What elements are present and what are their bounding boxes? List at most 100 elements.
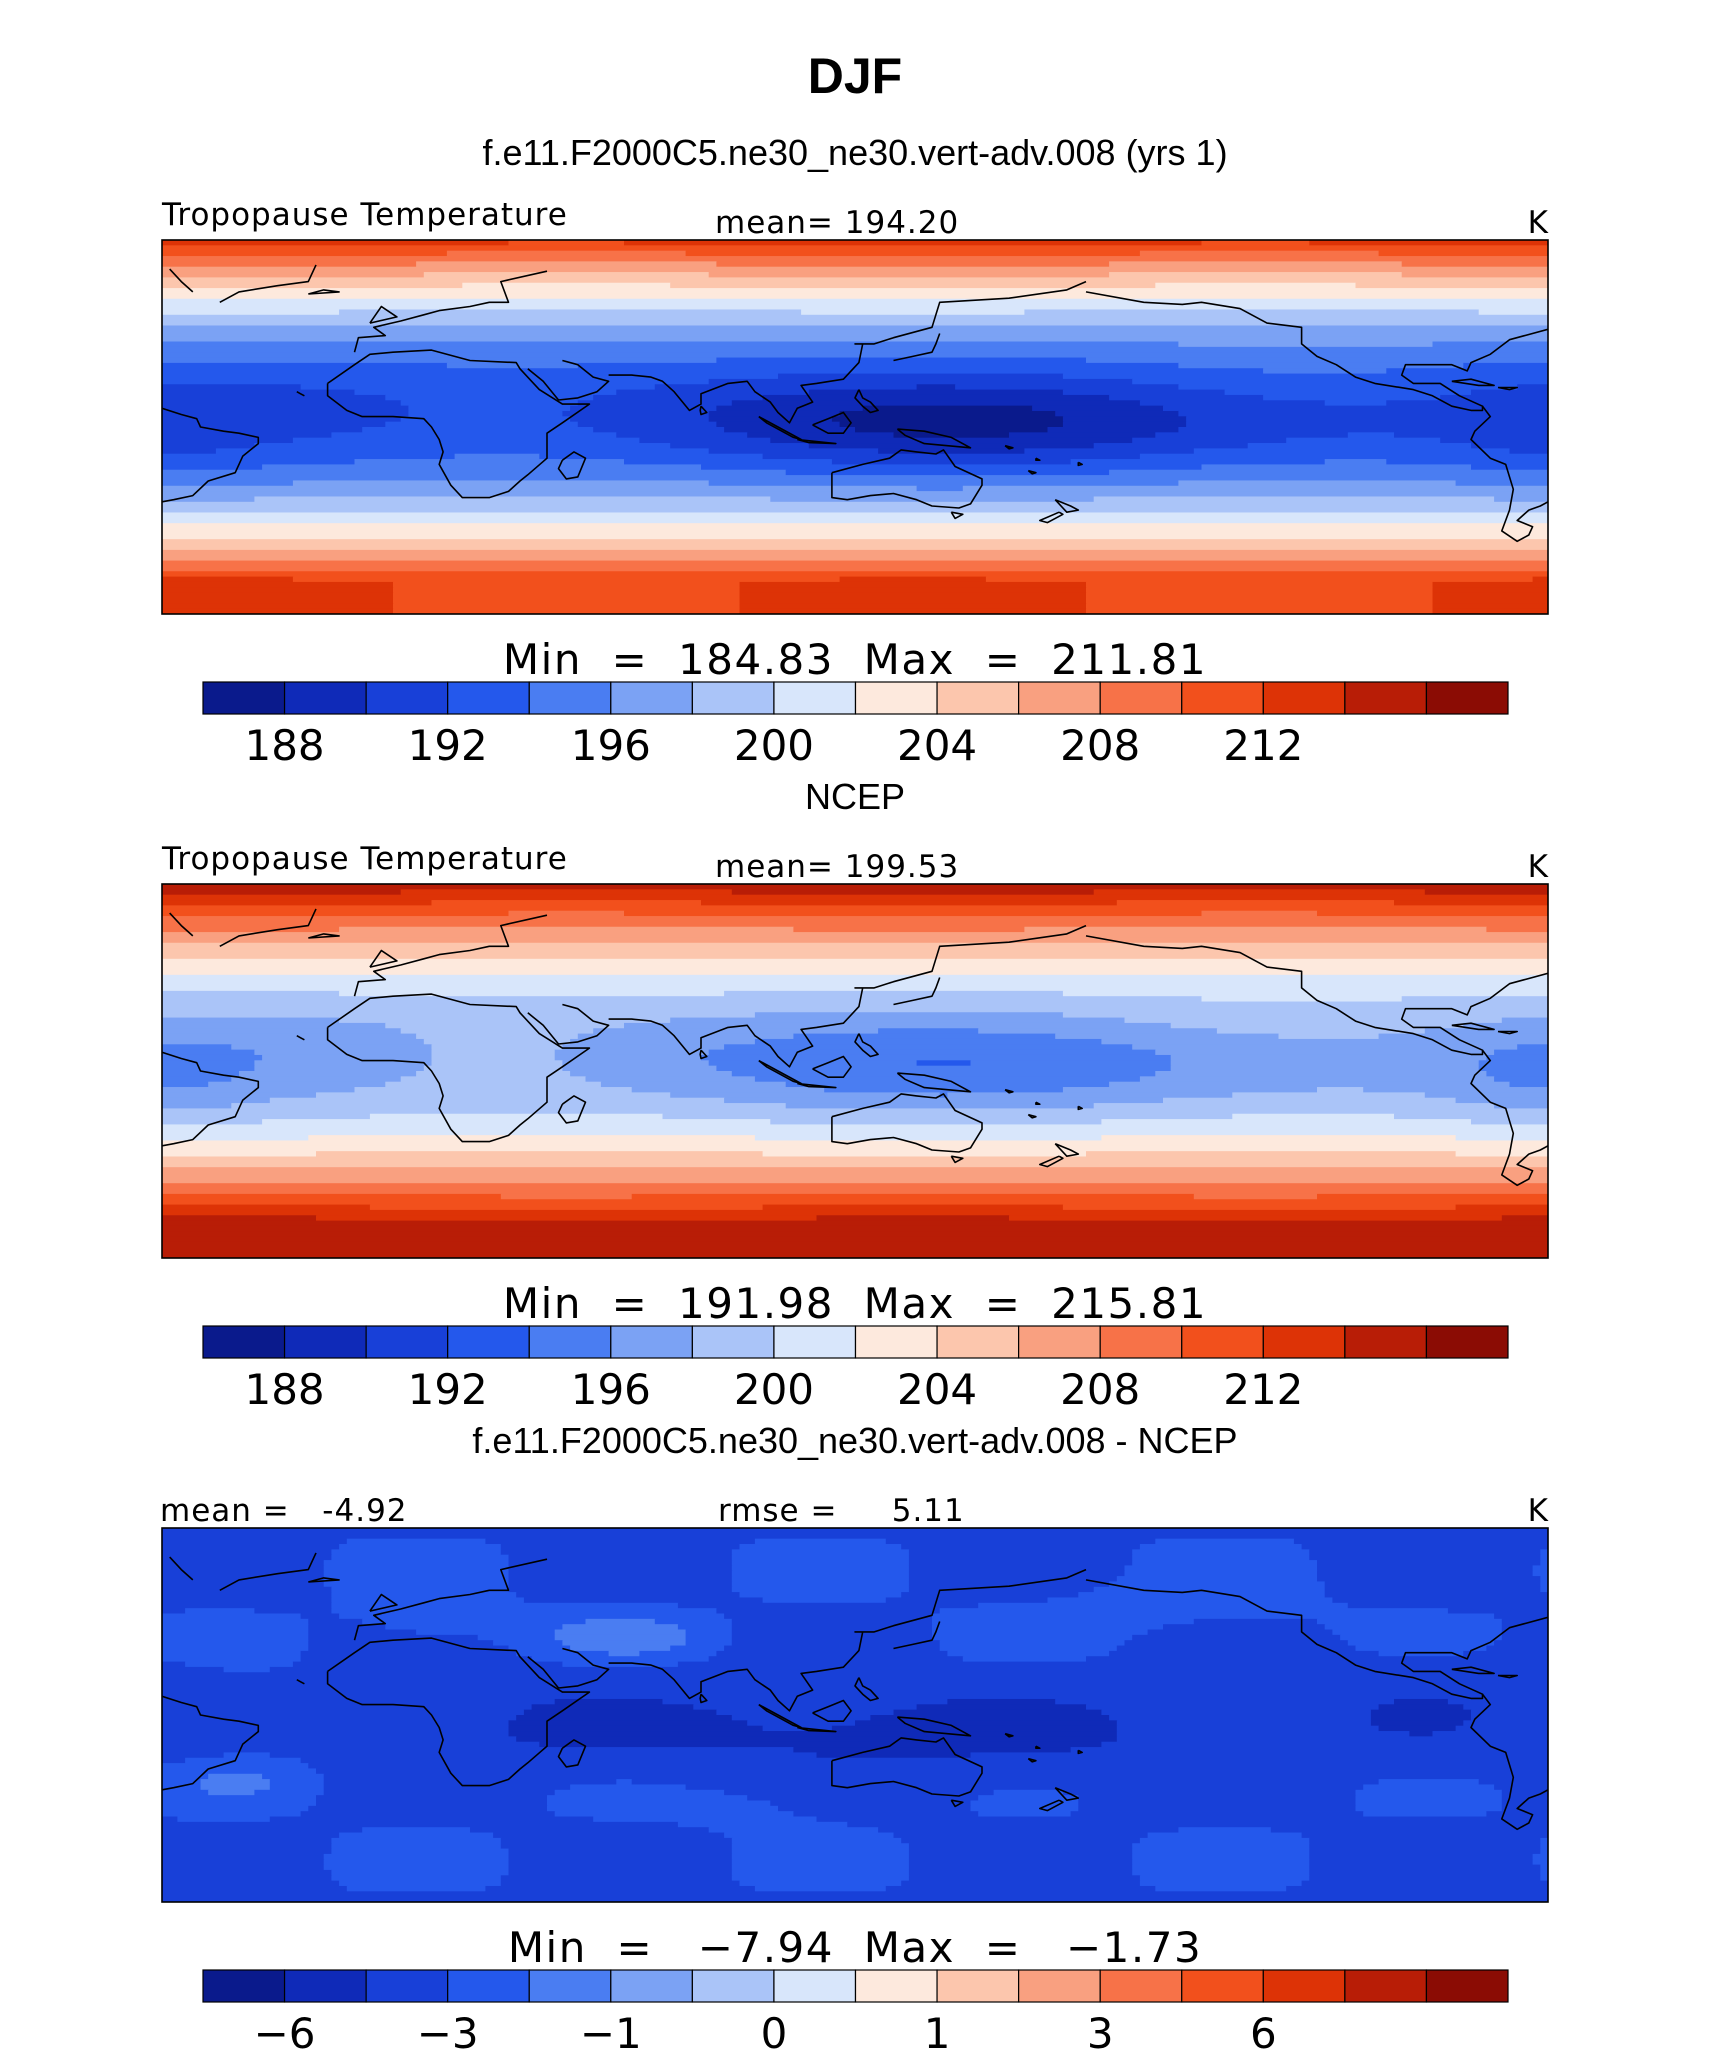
contour-cell — [1332, 1629, 1503, 1636]
contour-cell — [739, 1880, 902, 1887]
contour-cell — [162, 416, 402, 423]
contour-cell — [1509, 448, 1548, 455]
contour-cell — [1270, 1827, 1548, 1834]
contour-cell — [1471, 389, 1548, 396]
contour-cell — [331, 1837, 502, 1844]
contour-cell — [162, 464, 263, 471]
contour-cell — [731, 1565, 910, 1572]
contour-cell — [508, 1586, 733, 1593]
panel-ncep: NCEP Tropopause Temperature mean= 199.53… — [66, 776, 1710, 1414]
contour-cell — [631, 1779, 1380, 1786]
colorbar-box — [283, 681, 367, 715]
contour-cell — [162, 507, 1548, 514]
contour-cell — [1317, 1560, 1541, 1566]
contour-cell — [393, 592, 741, 599]
contour-cell — [162, 1592, 332, 1599]
coastline-segment — [1694, 934, 1710, 938]
contour-cell — [985, 576, 1534, 583]
contour-cell — [162, 1065, 255, 1072]
contour-cell — [1116, 1720, 1372, 1727]
contour-cell — [1540, 1875, 1548, 1882]
coastline-segment — [854, 389, 879, 414]
contour-cell — [162, 1528, 1548, 1534]
colorbar-box — [447, 1969, 530, 2003]
coastline-segment — [896, 1072, 972, 1093]
contour-cell — [162, 996, 1203, 1003]
coastline-segment — [66, 1023, 108, 1029]
contour-cell — [162, 245, 1548, 252]
contour-cell — [562, 1640, 687, 1647]
contour-cell — [1494, 1076, 1548, 1083]
contour-cell — [500, 1843, 733, 1850]
contour-cell — [339, 309, 802, 316]
contour-cell — [908, 1843, 1133, 1850]
contour-cell — [1540, 1549, 1548, 1556]
mean-label: mean= 194.20 — [715, 205, 959, 241]
contour-cell — [1155, 432, 1349, 439]
contour-cell — [708, 448, 879, 455]
contour-cell — [500, 1875, 733, 1882]
contour-cell — [323, 1779, 617, 1786]
contour-cell — [731, 1581, 910, 1588]
contour-cell — [162, 560, 1548, 567]
contour-cell — [878, 1028, 979, 1035]
contour-cell — [731, 1554, 910, 1561]
contour-cell — [901, 1544, 1141, 1550]
contour-cell — [1378, 1650, 1464, 1657]
contour-cell — [762, 453, 1141, 460]
contour-cell — [500, 1544, 741, 1550]
contour-cell — [223, 1752, 271, 1759]
contour-cell — [624, 459, 833, 465]
contour-cell — [1132, 1853, 1310, 1860]
contour-cell — [1378, 1725, 1457, 1732]
contour-cell — [1455, 1151, 1548, 1158]
contour-cell — [677, 1661, 1548, 1668]
contour-cell — [1378, 1033, 1548, 1040]
contour-cell — [162, 549, 1548, 556]
contour-cell — [1009, 1215, 1503, 1222]
contour-cell — [162, 400, 402, 407]
contour-cell — [208, 1773, 263, 1780]
contour-cell — [162, 1629, 309, 1636]
contour-cell — [162, 1789, 209, 1796]
contour-cell — [1024, 926, 1487, 933]
contour-cell — [932, 1634, 1133, 1641]
contour-cell — [885, 1597, 1049, 1604]
coastline-segment — [699, 1049, 708, 1060]
contour-cell — [1424, 889, 1548, 896]
contour-cell — [724, 1097, 1164, 1104]
coastline-segment — [758, 415, 802, 441]
contour-cell — [1486, 1054, 1548, 1061]
contour-cell — [1355, 1789, 1503, 1796]
contour-cell — [162, 533, 1548, 540]
colorbar-tick-label: −6 — [254, 2009, 316, 2058]
contour-cell — [162, 1177, 1548, 1184]
coastline-segment — [1451, 1022, 1495, 1031]
contour-cell — [485, 1538, 756, 1545]
contour-cell — [162, 1193, 502, 1200]
colorbar-box — [365, 681, 449, 715]
coastline-segment — [831, 449, 983, 509]
contour-cell — [662, 1113, 1233, 1120]
contour-cell — [393, 587, 741, 594]
contour-cell — [970, 1060, 1172, 1067]
contour-cell — [508, 1731, 1118, 1737]
contour-cell — [262, 1119, 771, 1126]
contour-cell — [508, 1581, 733, 1588]
contour-cell — [516, 1650, 610, 1657]
colorbar-box — [936, 681, 1020, 715]
colorbar-box — [202, 681, 286, 715]
contour-cell — [1086, 587, 1434, 594]
contour-cell — [785, 1103, 1095, 1109]
contour-cell — [162, 587, 394, 594]
contour-cell — [385, 394, 594, 401]
colorbar-tick-label: 212 — [1223, 1365, 1303, 1414]
contour-cell — [600, 1081, 787, 1088]
contour-cell — [739, 603, 1087, 610]
contour-cell — [701, 1054, 1172, 1061]
contour-cell — [300, 384, 656, 391]
contour-cell — [308, 1629, 417, 1636]
contour-cell — [708, 1656, 964, 1663]
contour-cell — [323, 1784, 571, 1791]
contour-cell — [200, 1784, 271, 1791]
